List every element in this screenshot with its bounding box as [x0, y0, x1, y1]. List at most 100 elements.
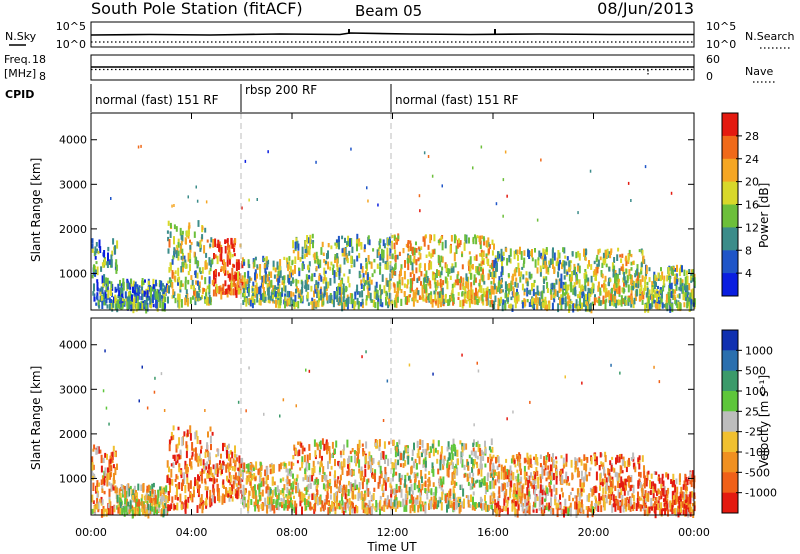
freq-tick-bottom: 8	[39, 70, 46, 83]
scatter-cell	[493, 505, 496, 513]
scatter-cell	[388, 282, 391, 291]
scatter-cell	[386, 495, 389, 500]
scatter-cell	[197, 455, 200, 464]
scatter-cell	[532, 297, 535, 306]
scatter-cell	[394, 255, 397, 259]
scatter-cell	[638, 458, 641, 464]
scatter-cell	[666, 275, 669, 282]
scatter-cell	[184, 495, 187, 500]
scatter-cell	[106, 261, 109, 266]
scatter-cell	[422, 459, 425, 465]
scatter-cell	[262, 477, 265, 487]
scatter-cell	[154, 295, 157, 300]
scatter-cell	[398, 274, 401, 282]
scatter-cell	[311, 233, 314, 239]
scatter-cell	[516, 288, 518, 292]
scatter-cell	[398, 486, 401, 493]
scatter-cell	[277, 271, 280, 277]
scatter-cell	[260, 503, 263, 509]
scatter-cell	[379, 253, 382, 261]
scatter-cell	[480, 261, 483, 267]
scatter-cell	[480, 499, 482, 509]
scatter-cell	[117, 294, 120, 299]
scatter-cell	[346, 498, 349, 504]
scatter-cell	[395, 483, 398, 492]
scatter-cell	[368, 506, 371, 514]
scatter-cell	[525, 478, 528, 482]
scatter-cell	[423, 273, 426, 280]
scatter-cell	[416, 484, 419, 489]
scatter-cell	[575, 495, 578, 503]
scatter-cell	[376, 263, 379, 269]
scatter-cell	[268, 497, 271, 505]
scatter-cell	[334, 448, 336, 454]
scatter-cell	[181, 283, 184, 287]
scatter-cell	[450, 235, 453, 242]
scatter-cell	[360, 279, 363, 286]
scatter-cell	[106, 509, 109, 514]
scatter-cell	[331, 298, 334, 304]
scatter-cell	[565, 481, 568, 486]
scatter-cell	[497, 251, 499, 259]
scatter-cell	[120, 289, 123, 293]
scatter-cell	[584, 257, 587, 261]
scatter-cell	[343, 248, 346, 257]
scatter-cell	[101, 300, 104, 309]
scatter-cell	[223, 264, 226, 274]
scatter-cell	[220, 453, 222, 459]
scatter-cell	[564, 302, 567, 310]
scatter-cell	[617, 279, 620, 284]
scatter-cell	[361, 302, 364, 309]
scatter-cell	[331, 500, 334, 509]
scatter-cell	[200, 494, 203, 502]
scatter-cell	[474, 502, 477, 510]
scatter-cell	[178, 437, 181, 446]
scatter-cell	[96, 287, 99, 292]
scatter-cell	[168, 494, 171, 502]
scatter-cell	[108, 499, 111, 506]
scatter-cell	[487, 258, 490, 267]
scatter-cell	[177, 276, 180, 283]
scatter-cell	[243, 290, 246, 297]
scatter-cell	[205, 466, 208, 470]
scatter-cell	[214, 278, 217, 284]
scatter-cell	[407, 245, 410, 252]
scatter-cell	[109, 455, 112, 462]
scatter-cell	[513, 484, 516, 491]
scatter-cell	[516, 509, 519, 518]
scatter-cell	[220, 247, 223, 254]
scatter-cell	[604, 256, 607, 264]
scatter-cell	[250, 486, 253, 491]
scatter-cell	[340, 292, 342, 302]
scatter-cell	[657, 272, 660, 279]
scatter-cell	[618, 268, 621, 275]
scatter-cell	[379, 266, 382, 275]
scatter-cell	[139, 303, 142, 309]
scatter-cell	[591, 282, 594, 289]
scatter-cell	[645, 302, 648, 308]
scatter-cell	[484, 448, 487, 454]
scatter-cell	[455, 235, 457, 241]
scatter-cell	[485, 299, 488, 306]
scatter-cell	[434, 291, 437, 301]
scatter-cell	[126, 296, 129, 305]
scatter-cell	[333, 493, 336, 501]
scatter-cell	[586, 264, 589, 269]
scatter-cell	[411, 277, 414, 281]
scatter-cell	[553, 484, 556, 492]
scatter-cell	[336, 479, 339, 484]
scatter-cell	[556, 290, 559, 297]
scatter-cell	[279, 478, 282, 483]
scatter-cell	[247, 502, 249, 512]
scatter-cell	[515, 277, 518, 282]
scatter-cell	[358, 253, 361, 259]
scatter-cell	[123, 489, 125, 494]
scatter-cell	[234, 445, 236, 454]
scatter-cell	[625, 280, 628, 286]
scatter-cell	[536, 303, 539, 310]
scatter-cell	[645, 265, 648, 274]
scatter-cell	[478, 468, 480, 475]
scatter-cell	[476, 479, 479, 483]
scatter-cell	[545, 276, 548, 281]
scatter-cell	[545, 455, 548, 460]
